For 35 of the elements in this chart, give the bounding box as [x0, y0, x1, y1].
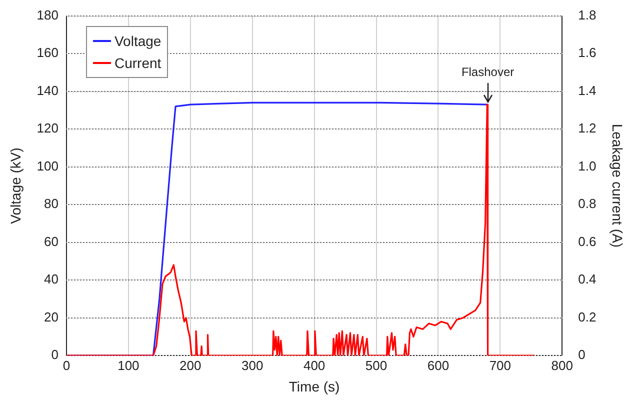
y-tick-label: 180 — [36, 7, 58, 22]
x-tick-label: 400 — [303, 358, 326, 373]
y2-tick-label: 1.2 — [578, 120, 596, 136]
x-tick-label: 700 — [489, 358, 512, 373]
x-tick-label: 300 — [242, 358, 264, 373]
x-tick-label: 200 — [180, 358, 202, 373]
y-tick-label: 20 — [44, 309, 58, 324]
y-tick-label: 100 — [36, 158, 58, 174]
y2-tick-label: 1.4 — [578, 82, 596, 98]
x-tick-label: 100 — [118, 358, 140, 373]
y-axis-title: Voltage (kV) — [7, 148, 24, 224]
legend-label: Voltage — [114, 32, 162, 49]
y2-tick-label: 0 — [578, 347, 586, 362]
y2-axis-title: Leakage current (A) — [610, 124, 626, 248]
x-tick-label: 800 — [551, 358, 573, 373]
y2-tick-label: 0.6 — [578, 234, 596, 249]
y-tick-label: 40 — [44, 272, 58, 287]
x-tick-label: 0 — [62, 358, 70, 373]
y2-tick-label: 1.8 — [578, 7, 596, 22]
y2-tick-label: 1.6 — [578, 45, 596, 60]
y-tick-label: 0 — [51, 347, 58, 362]
x-axis-title: Time (s) — [288, 378, 340, 394]
y2-tick-label: 0.2 — [578, 309, 596, 324]
y2-tick-label: 0.4 — [578, 272, 596, 287]
y-tick-label: 80 — [44, 196, 58, 212]
legend-label: Current — [114, 54, 162, 71]
x-tick-label: 600 — [427, 358, 450, 373]
annotation: Flashover — [461, 64, 514, 79]
y2-tick-label: 1.0 — [578, 158, 596, 174]
y-tick-label: 140 — [36, 82, 58, 98]
x-tick-label: 500 — [365, 358, 388, 373]
y-tick-label: 160 — [36, 45, 58, 60]
y-tick-label: 120 — [36, 120, 58, 136]
y-tick-label: 60 — [44, 234, 58, 249]
y2-tick-label: 0.8 — [578, 196, 596, 212]
